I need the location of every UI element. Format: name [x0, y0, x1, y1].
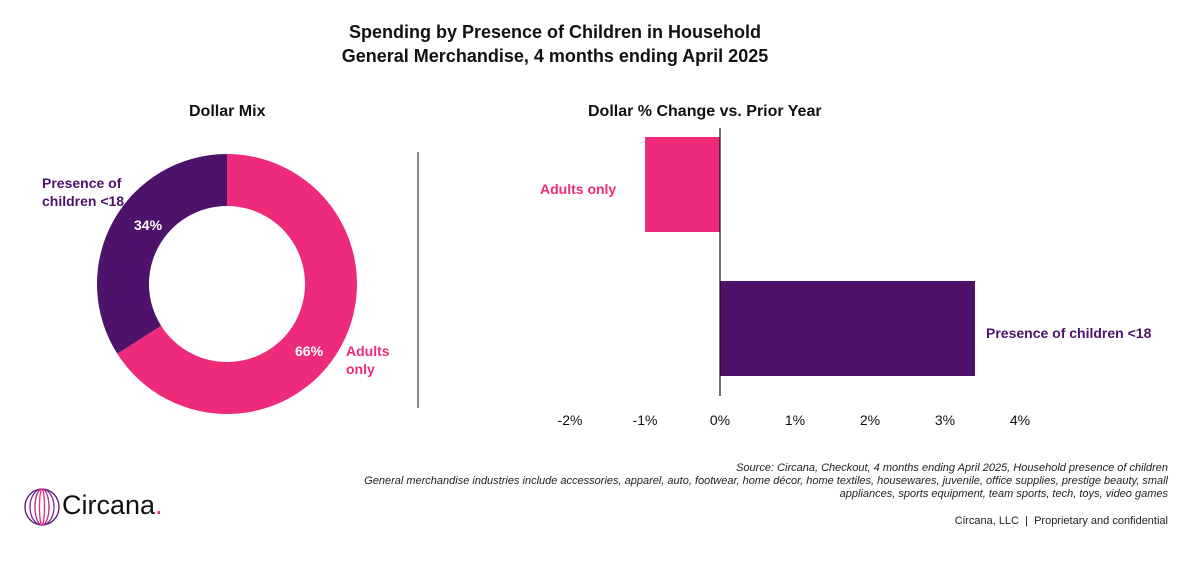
- x-tick-label: 0%: [709, 412, 731, 428]
- logo-rings-icon: [24, 488, 60, 526]
- donut-slice-1: [97, 154, 227, 354]
- x-tick-label: 2%: [859, 412, 881, 428]
- donut-title: Dollar Mix: [189, 103, 266, 120]
- slice-name-children: Presence of children <18: [42, 175, 125, 209]
- source-note: Source: Circana, Checkout, 4 months endi…: [736, 462, 1168, 474]
- x-tick-label: 1%: [784, 412, 806, 428]
- bar-title: Dollar % Change vs. Prior Year: [588, 103, 822, 120]
- slice-label-children: 34%: [134, 217, 163, 233]
- slice-name-adults: Adults only: [346, 343, 390, 377]
- logo-text: Circana.: [62, 490, 163, 520]
- x-tick-label: -1%: [632, 412, 658, 428]
- industries-note-1: General merchandise industries include a…: [364, 475, 1168, 487]
- industries-note-2: appliances, sports equipment, team sport…: [839, 488, 1168, 500]
- bar-label-adults: Adults only: [540, 181, 617, 197]
- x-tick-label: 4%: [1009, 412, 1031, 428]
- x-tick-label: 3%: [934, 412, 956, 428]
- circana-logo: Circana.: [22, 486, 163, 533]
- bar-1: [720, 281, 975, 376]
- slice-label-adults: 66%: [295, 343, 324, 359]
- confidential-note: Circana, LLC | Proprietary and confident…: [954, 515, 1168, 527]
- chart-title: Spending by Presence of Children in Hous…: [341, 22, 769, 66]
- donut-slice-0: [117, 154, 358, 415]
- x-tick-label: -2%: [557, 412, 583, 428]
- bar-0: [645, 137, 720, 232]
- bar-label-children: Presence of children <18: [986, 325, 1152, 341]
